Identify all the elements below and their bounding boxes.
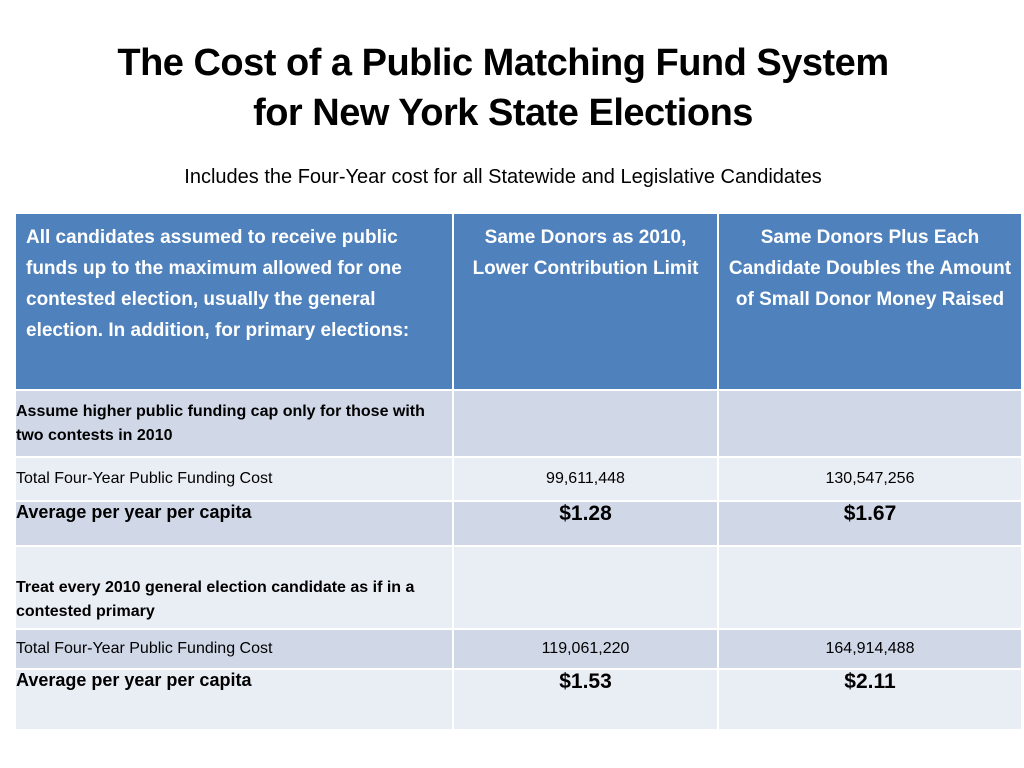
section1-total-row: Total Four-Year Public Funding Cost 99,6…	[14, 456, 1023, 502]
slide-title-line-1: The Cost of a Public Matching Fund Syste…	[117, 42, 889, 84]
section1-total-label: Total Four-Year Public Funding Cost	[14, 456, 454, 502]
section1-total-doubled: 130,547,256	[717, 456, 1023, 502]
section1-empty-col2	[452, 389, 719, 458]
section2-total-same-donors: 119,061,220	[452, 628, 719, 670]
section2-label: Treat every 2010 general election candid…	[14, 545, 454, 630]
slide-title-line-2: for New York State Elections	[253, 92, 753, 134]
table-header-row: All candidates assumed to receive public…	[14, 212, 1023, 391]
section2-row: Treat every 2010 general election candid…	[14, 545, 1023, 630]
section1-average-doubled: $1.67	[717, 500, 1023, 547]
section2-average-same-donors: $1.53	[452, 668, 719, 731]
section2-average-doubled: $2.11	[717, 668, 1023, 731]
section1-average-row: Average per year per capita $1.28 $1.67	[14, 500, 1023, 547]
section2-average-row: Average per year per capita $1.53 $2.11	[14, 668, 1023, 731]
section2-average-label: Average per year per capita	[14, 668, 454, 731]
section1-average-label: Average per year per capita	[14, 500, 454, 547]
header-doubled-small-donors: Same Donors Plus Each Candidate Doubles …	[717, 212, 1023, 391]
header-assumptions: All candidates assumed to receive public…	[14, 212, 454, 391]
slide-subtitle: Includes the Four-Year cost for all Stat…	[184, 166, 822, 188]
section1-row: Assume higher public funding cap only fo…	[14, 389, 1023, 458]
section1-label: Assume higher public funding cap only fo…	[14, 389, 454, 458]
header-same-donors: Same Donors as 2010, Lower Contribution …	[452, 212, 719, 391]
section2-total-row: Total Four-Year Public Funding Cost 119,…	[14, 628, 1023, 670]
section1-total-same-donors: 99,611,448	[452, 456, 719, 502]
funding-cost-table: All candidates assumed to receive public…	[14, 212, 1023, 731]
section2-empty-col3	[717, 545, 1023, 630]
slide-title: The Cost of a Public Matching Fund Syste…	[0, 38, 1006, 138]
section1-average-same-donors: $1.28	[452, 500, 719, 547]
section2-total-label: Total Four-Year Public Funding Cost	[14, 628, 454, 670]
section2-total-doubled: 164,914,488	[717, 628, 1023, 670]
section1-empty-col3	[717, 389, 1023, 458]
section2-empty-col2	[452, 545, 719, 630]
